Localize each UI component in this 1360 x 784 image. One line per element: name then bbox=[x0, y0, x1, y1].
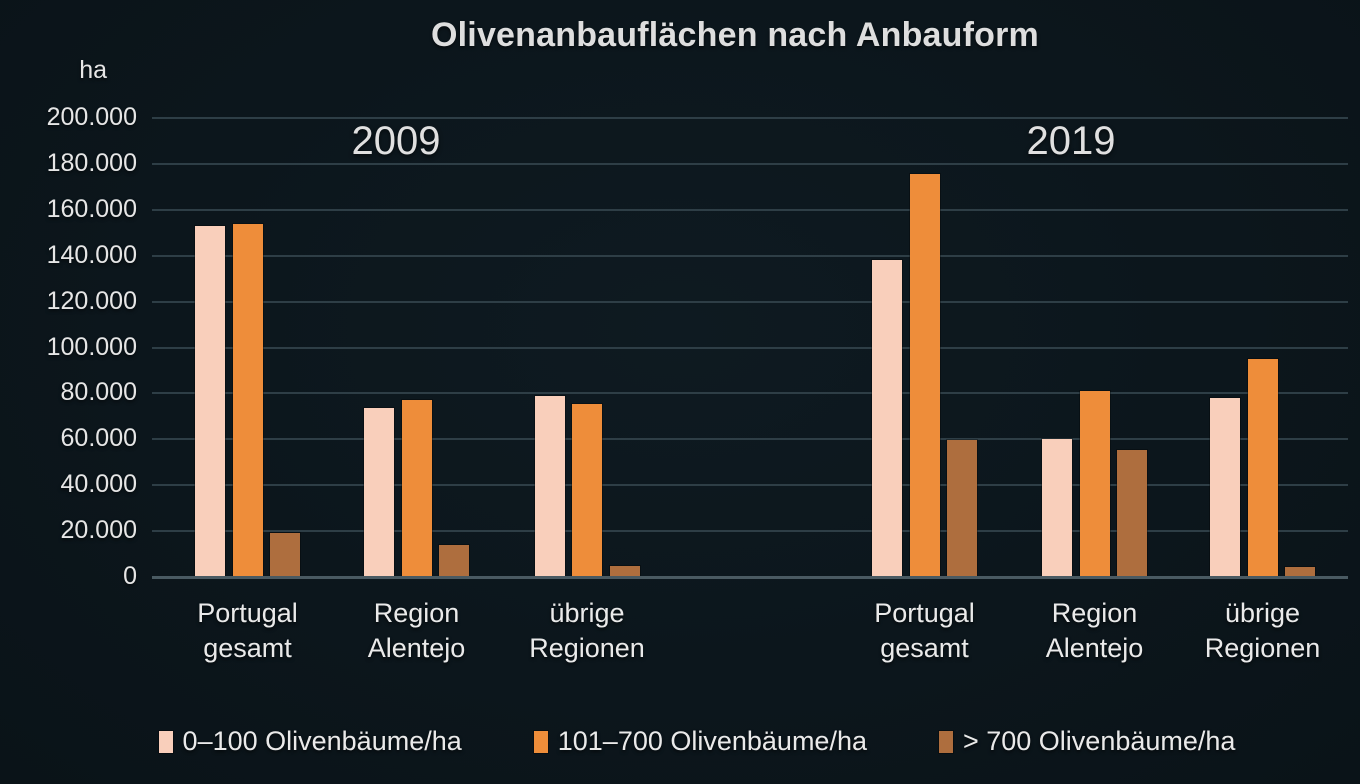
bar-2009-1-series-1 bbox=[195, 225, 225, 577]
y-axis-tick-label: 100.000 bbox=[46, 332, 137, 361]
category-label-2009-1: Portugal gesamt bbox=[197, 598, 298, 663]
category-label-2019-3: übrige Regionen bbox=[1204, 598, 1321, 663]
bar-2009-1-series-3 bbox=[270, 533, 300, 577]
y-axis-tick-label: 60.000 bbox=[60, 424, 137, 453]
category-label-2019-1: Portugal gesamt bbox=[874, 598, 975, 663]
legend-label: 101–700 Olivenbäume/ha bbox=[557, 726, 867, 756]
y-axis-tick-label: 40.000 bbox=[60, 470, 137, 499]
y-axis-unit-label: ha bbox=[79, 56, 107, 84]
bar-2009-3-series-1 bbox=[534, 395, 565, 577]
gridline bbox=[152, 392, 1348, 395]
category-label-2009-3: übrige Regionen bbox=[529, 598, 645, 663]
y-axis-tick-label: 200.000 bbox=[46, 103, 137, 131]
gridline bbox=[152, 346, 1348, 349]
bar-2009-3-series-3 bbox=[609, 565, 640, 577]
legend-swatch-icon bbox=[938, 730, 953, 753]
gridline bbox=[152, 162, 1348, 165]
legend-label: 0–100 Olivenbäume/ha bbox=[182, 726, 462, 756]
chart-title: Olivenanbauflächen nach Anbauform bbox=[431, 16, 1039, 54]
bar-2019-1-series-3 bbox=[947, 440, 977, 577]
panel-label-2019: 2019 bbox=[1026, 119, 1116, 163]
bar-2019-2-series-1 bbox=[1042, 439, 1072, 577]
bar-2019-2-series-2 bbox=[1079, 391, 1110, 577]
bar-2019-2-series-3 bbox=[1117, 449, 1147, 577]
y-axis-tick-label: 180.000 bbox=[46, 148, 137, 177]
bar-2009-2-series-1 bbox=[364, 408, 394, 577]
bar-2019-1-series-2 bbox=[909, 174, 940, 577]
legend-item-3: > 700 Olivenbäume/ha bbox=[938, 726, 1236, 757]
gridline bbox=[152, 484, 1348, 487]
bar-2009-1-series-2 bbox=[232, 223, 263, 577]
category-label-2009-2: Region Alentejo bbox=[367, 598, 466, 663]
y-axis-tick-label: 20.000 bbox=[60, 516, 137, 545]
x-axis-line bbox=[152, 576, 1348, 579]
legend-item-2: 101–700 Olivenbäume/ha bbox=[533, 726, 867, 757]
bar-2019-3-series-2 bbox=[1247, 358, 1278, 577]
y-axis-tick-label: 0 bbox=[123, 562, 137, 590]
category-label-2019-2: Region Alentejo bbox=[1045, 598, 1144, 663]
y-axis-tick-label: 120.000 bbox=[46, 286, 137, 315]
gridline bbox=[152, 530, 1348, 533]
bar-2019-1-series-1 bbox=[872, 260, 902, 577]
y-axis-tick-label: 160.000 bbox=[46, 194, 137, 223]
gridline bbox=[152, 254, 1348, 257]
bar-2009-3-series-2 bbox=[572, 403, 602, 577]
gridline bbox=[152, 208, 1348, 211]
panel-label-2009: 2009 bbox=[351, 119, 441, 163]
legend-label: > 700 Olivenbäume/ha bbox=[962, 726, 1236, 756]
gridline bbox=[152, 438, 1348, 441]
bar-2009-2-series-2 bbox=[401, 400, 432, 577]
bar-2019-3-series-3 bbox=[1285, 566, 1315, 577]
legend-swatch-icon bbox=[533, 730, 548, 753]
legend-item-1: 0–100 Olivenbäume/ha bbox=[158, 726, 462, 757]
legend-swatch-icon bbox=[158, 730, 173, 753]
bar-2019-3-series-1 bbox=[1210, 397, 1240, 577]
bar-2009-2-series-3 bbox=[439, 544, 469, 577]
y-axis-tick-label: 140.000 bbox=[46, 240, 137, 269]
y-axis-tick-label: 80.000 bbox=[60, 378, 137, 407]
legend: 0–100 Olivenbäume/ha 101–700 Olivenbäume/… bbox=[34, 726, 1360, 757]
gridline bbox=[152, 300, 1348, 303]
gridline bbox=[152, 117, 1348, 119]
